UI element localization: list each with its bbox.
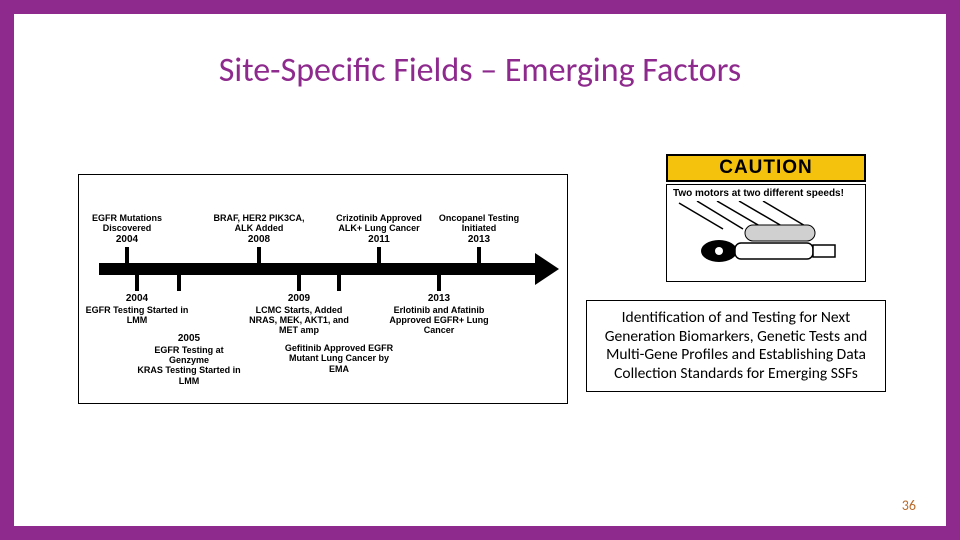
timeline-event-top: Crizotinib Approved ALK+ Lung Cancer2011 (324, 213, 434, 245)
timeline-figure: EGFR Mutations Discovered2004BRAF, HER2 … (78, 174, 568, 404)
timeline-tick-down (177, 275, 181, 291)
timeline-event-label: Gefitinib Approved EGFR Mutant Lung Canc… (284, 343, 394, 374)
timeline-event-label: BRAF, HER2 PIK3CA, ALK Added (204, 213, 314, 234)
page-title: Site-Specific Fields – Emerging Factors (14, 50, 946, 91)
timeline-event-year: 2008 (204, 234, 314, 246)
timeline-event-label: EGFR Mutations Discovered (72, 213, 182, 234)
timeline-event-label: Oncopanel Testing Initiated (424, 213, 534, 234)
timeline-arrow-shaft (99, 263, 537, 275)
timeline-event-bottom: Gefitinib Approved EGFR Mutant Lung Canc… (284, 343, 394, 374)
slide-frame: Site-Specific Fields – Emerging Factors … (0, 0, 960, 540)
timeline-event-label: Crizotinib Approved ALK+ Lung Cancer (324, 213, 434, 234)
timeline-event-label: EGFR Testing at Genzyme KRAS Testing Sta… (134, 345, 244, 386)
timeline-tick-up (377, 247, 381, 263)
timeline-tick-up (125, 247, 129, 263)
caution-sign-text: CAUTION (719, 157, 813, 179)
timeline-tick-down (437, 275, 441, 291)
timeline-event-label: LCMC Starts, Added NRAS, MEK, AKT1, and … (244, 305, 354, 336)
caution-block: CAUTION Two motors at two different spee… (666, 154, 866, 282)
timeline-event-top: EGFR Mutations Discovered2004 (72, 213, 182, 245)
timeline-event-bottom: 2013Erlotinib and Afatinib Approved EGFR… (384, 293, 494, 336)
timeline-event-bottom: 2009LCMC Starts, Added NRAS, MEK, AKT1, … (244, 293, 354, 336)
timeline-event-year: 2011 (324, 234, 434, 246)
timeline-event-year: 2004 (82, 293, 192, 305)
timeline-event-bottom: 2004EGFR Testing Started in LMM (82, 293, 192, 325)
timeline-event-bottom: 2005EGFR Testing at Genzyme KRAS Testing… (134, 333, 244, 386)
timeline-event-label: EGFR Testing Started in LMM (82, 305, 192, 326)
timeline-tick-down (135, 275, 139, 291)
motors-caption: Two motors at two different speeds! (673, 188, 859, 199)
caution-sign: CAUTION (666, 154, 866, 182)
timeline-tick-up (257, 247, 261, 263)
timeline-tick-down (337, 275, 341, 291)
motors-illustration-box: Two motors at two different speeds! (666, 184, 866, 282)
timeline-event-year: 2013 (384, 293, 494, 305)
timeline-arrow-head-icon (535, 253, 559, 285)
description-box: Identification of and Testing for Next G… (586, 300, 886, 392)
timeline-tick-down (297, 275, 301, 291)
timeline-event-year: 2013 (424, 234, 534, 246)
motors-illustration-icon (673, 201, 857, 265)
timeline-event-year: 2005 (134, 333, 244, 345)
timeline-event-year: 2009 (244, 293, 354, 305)
timeline-event-label: Erlotinib and Afatinib Approved EGFR+ Lu… (384, 305, 494, 336)
timeline-event-top: Oncopanel Testing Initiated2013 (424, 213, 534, 245)
timeline-tick-up (477, 247, 481, 263)
timeline-event-year: 2004 (72, 234, 182, 246)
page-number: 36 (902, 497, 916, 514)
timeline-event-top: BRAF, HER2 PIK3CA, ALK Added2008 (204, 213, 314, 245)
